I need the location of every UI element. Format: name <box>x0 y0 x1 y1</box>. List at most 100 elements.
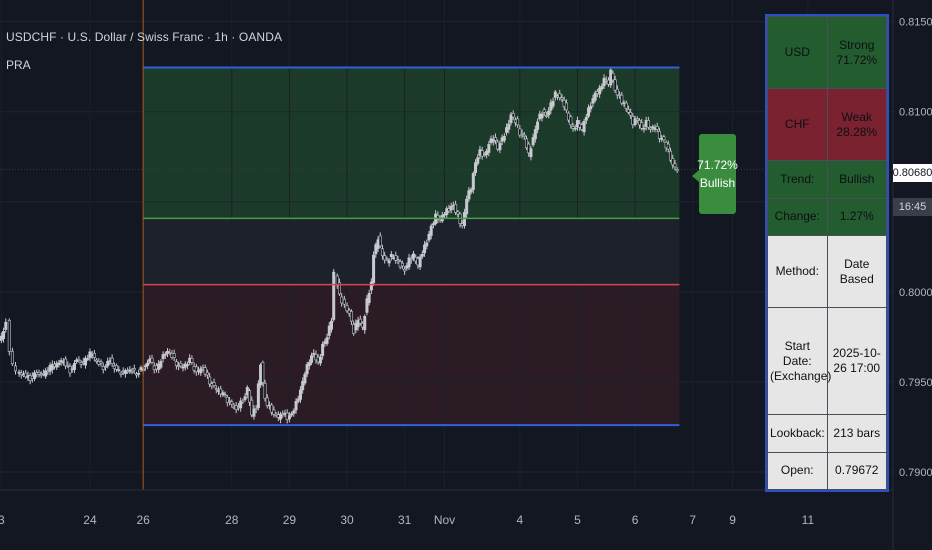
candle-body <box>675 169 679 172</box>
candle-body <box>423 244 427 254</box>
candle-body <box>624 102 628 109</box>
candle-body <box>389 254 393 258</box>
candle-body <box>59 360 63 363</box>
candle-body <box>248 390 252 403</box>
panel-label: Method: <box>767 234 828 309</box>
candle-body <box>356 320 360 328</box>
candle-body <box>185 364 189 366</box>
candle-body <box>4 321 8 330</box>
candle-body <box>615 88 619 96</box>
panel-value: 1.27% <box>826 197 887 236</box>
candle-body <box>296 398 300 402</box>
candle-body <box>199 368 203 374</box>
candle-body <box>307 362 311 366</box>
candle-body <box>194 366 198 373</box>
candle-body <box>358 318 362 324</box>
candle-body <box>584 116 588 121</box>
candle-body <box>429 225 433 236</box>
candle-body <box>363 316 367 331</box>
candle-body <box>250 399 254 416</box>
bullish-zone <box>143 67 680 219</box>
candle-body <box>33 372 37 379</box>
candle-body <box>44 370 48 377</box>
candle-body <box>626 109 630 113</box>
candle-body <box>635 118 639 121</box>
candle-body <box>671 158 675 166</box>
panel-row-trend: Trend: Bullish <box>767 160 887 199</box>
candle-body <box>150 357 154 363</box>
panel-label: Change: <box>767 197 828 236</box>
candle-body <box>137 372 141 375</box>
candle-body <box>256 383 260 408</box>
candle-body <box>239 400 243 409</box>
candle-body <box>394 255 398 261</box>
panel-row-open: Open: 0.79672 <box>767 451 887 491</box>
candle-body <box>666 143 670 150</box>
candle-body <box>531 137 535 146</box>
candle-body <box>380 248 384 257</box>
candle-body <box>536 121 540 130</box>
candle-body <box>520 133 524 135</box>
panel-row-lookback: Lookback: 213 bars <box>767 414 887 453</box>
candle-body <box>471 173 475 190</box>
candle-body <box>203 367 207 375</box>
candle-body <box>573 127 577 130</box>
candle-body <box>502 135 506 141</box>
candle-body <box>75 359 79 363</box>
candle-body <box>633 118 637 125</box>
candle-body <box>128 369 132 372</box>
candle-body <box>598 87 602 95</box>
candle-body <box>143 365 147 368</box>
candle-body <box>230 401 234 405</box>
candle-body <box>214 388 218 390</box>
candle-body <box>465 198 469 215</box>
candle-body <box>223 394 227 396</box>
candle-body <box>115 365 119 370</box>
panel-value: Strong 71.72% <box>826 15 887 90</box>
candle-body <box>524 138 528 148</box>
candle-body <box>272 409 276 415</box>
candle-body <box>662 136 666 141</box>
price-axis-background <box>893 0 932 550</box>
candle-body <box>507 123 511 130</box>
candle-body <box>298 389 302 400</box>
candle-body <box>551 100 555 107</box>
panel-row-usd: USD Strong 71.72% <box>767 15 887 90</box>
candle-body <box>132 368 136 371</box>
candle-body <box>287 415 291 420</box>
panel-row-change: Change: 1.27% <box>767 197 887 236</box>
candle-body <box>279 413 283 420</box>
candle-body <box>221 392 225 396</box>
candle-body <box>110 357 114 364</box>
symbol-title: USDCHF · U.S. Dollar / Swiss Franc · 1h … <box>6 30 283 44</box>
candle-body <box>651 126 655 129</box>
candle-body <box>505 127 509 133</box>
indicator-label[interactable]: PRA <box>6 58 31 72</box>
panel-label: CHF <box>767 88 828 162</box>
bullish-text: Bullish <box>699 176 736 190</box>
candle-body <box>436 214 440 220</box>
candle-body <box>445 208 449 216</box>
panel-row-start-date: Start Date: (Exchange) 2025-10-26 17:00 <box>767 307 887 416</box>
panel-value: Date Based <box>826 234 887 309</box>
candle-body <box>549 102 553 111</box>
candle-body <box>312 352 316 355</box>
candle-body <box>332 271 336 320</box>
candle-body <box>509 114 513 123</box>
candle-body <box>64 358 68 367</box>
candle-body <box>493 137 497 141</box>
price-tick-label: 0.81500 <box>899 17 932 29</box>
candle-body <box>569 116 573 125</box>
candle-body <box>290 413 294 416</box>
candle-body <box>166 350 170 354</box>
candle-body <box>57 362 61 365</box>
candle-body <box>179 363 183 367</box>
candle-body <box>254 408 258 410</box>
candle-body <box>14 365 18 372</box>
candle-body <box>208 376 212 385</box>
candle-body <box>161 354 165 359</box>
candle-body <box>589 105 593 110</box>
candle-body <box>542 109 546 113</box>
candle-body <box>172 353 176 358</box>
